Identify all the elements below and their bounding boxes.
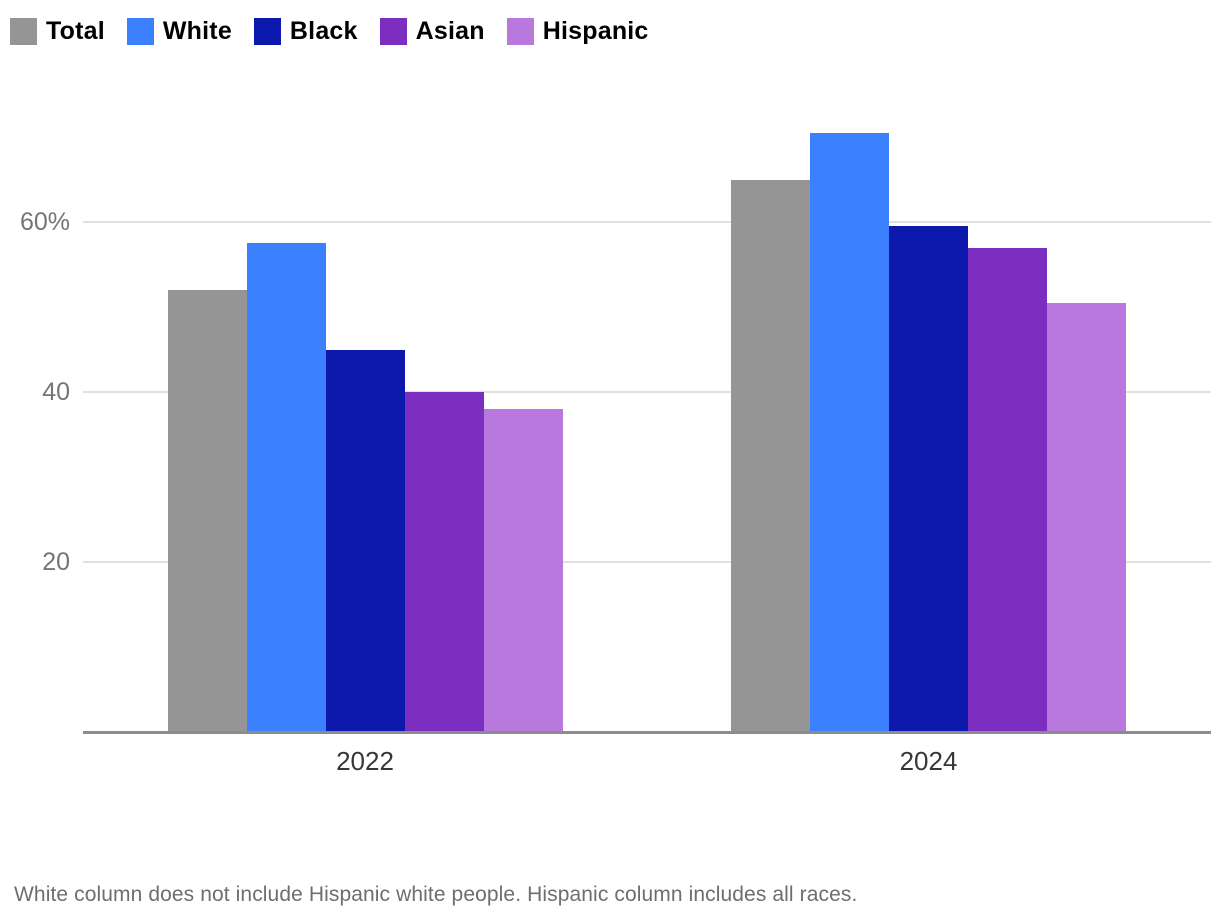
bar-2022-white [246,243,326,732]
bar-2024-black [889,226,968,732]
legend-label-white: White [162,17,232,45]
x-label-2024: 2024 [899,746,958,776]
bar-2024-hispanic [1047,302,1126,732]
bar-2024-asian [968,247,1047,732]
legend-label-hispanic: Hispanic [542,17,649,45]
bar-2022-hispanic [483,409,563,732]
gridline-20 [83,561,1211,563]
chart-legend: Total White Black Asian Hispanic [10,17,649,46]
legend-item-asian: Asian [379,17,485,46]
gridline-60 [83,221,1211,223]
legend-swatch-hispanic [506,18,534,45]
legend-swatch-total [10,18,37,45]
y-tick-label-40: 40 [42,378,70,406]
x-label-2022: 2022 [336,746,394,776]
legend-swatch-asian [379,18,407,45]
legend-label-total: Total [46,17,105,45]
bar-2024-white [810,132,889,732]
legend-label-black: Black [289,17,358,45]
x-axis-line [83,731,1211,734]
legend-item-white: White [126,17,232,46]
y-tick-label-60: 60% [19,208,70,236]
bar-2022-black [325,349,405,732]
bar-2022-asian [404,392,484,732]
bar-2022-total [167,290,247,732]
legend-swatch-white [126,18,154,45]
legend-item-black: Black [253,17,358,46]
bar-2024-total [731,179,810,732]
gridline-40 [83,391,1211,393]
legend-item-hispanic: Hispanic [506,17,649,46]
legend-item-total: Total [10,17,105,46]
legend-swatch-black [253,18,281,45]
chart-footnote: White column does not include Hispanic w… [14,883,858,906]
legend-label-asian: Asian [415,17,485,45]
y-tick-label-20: 20 [42,548,70,576]
